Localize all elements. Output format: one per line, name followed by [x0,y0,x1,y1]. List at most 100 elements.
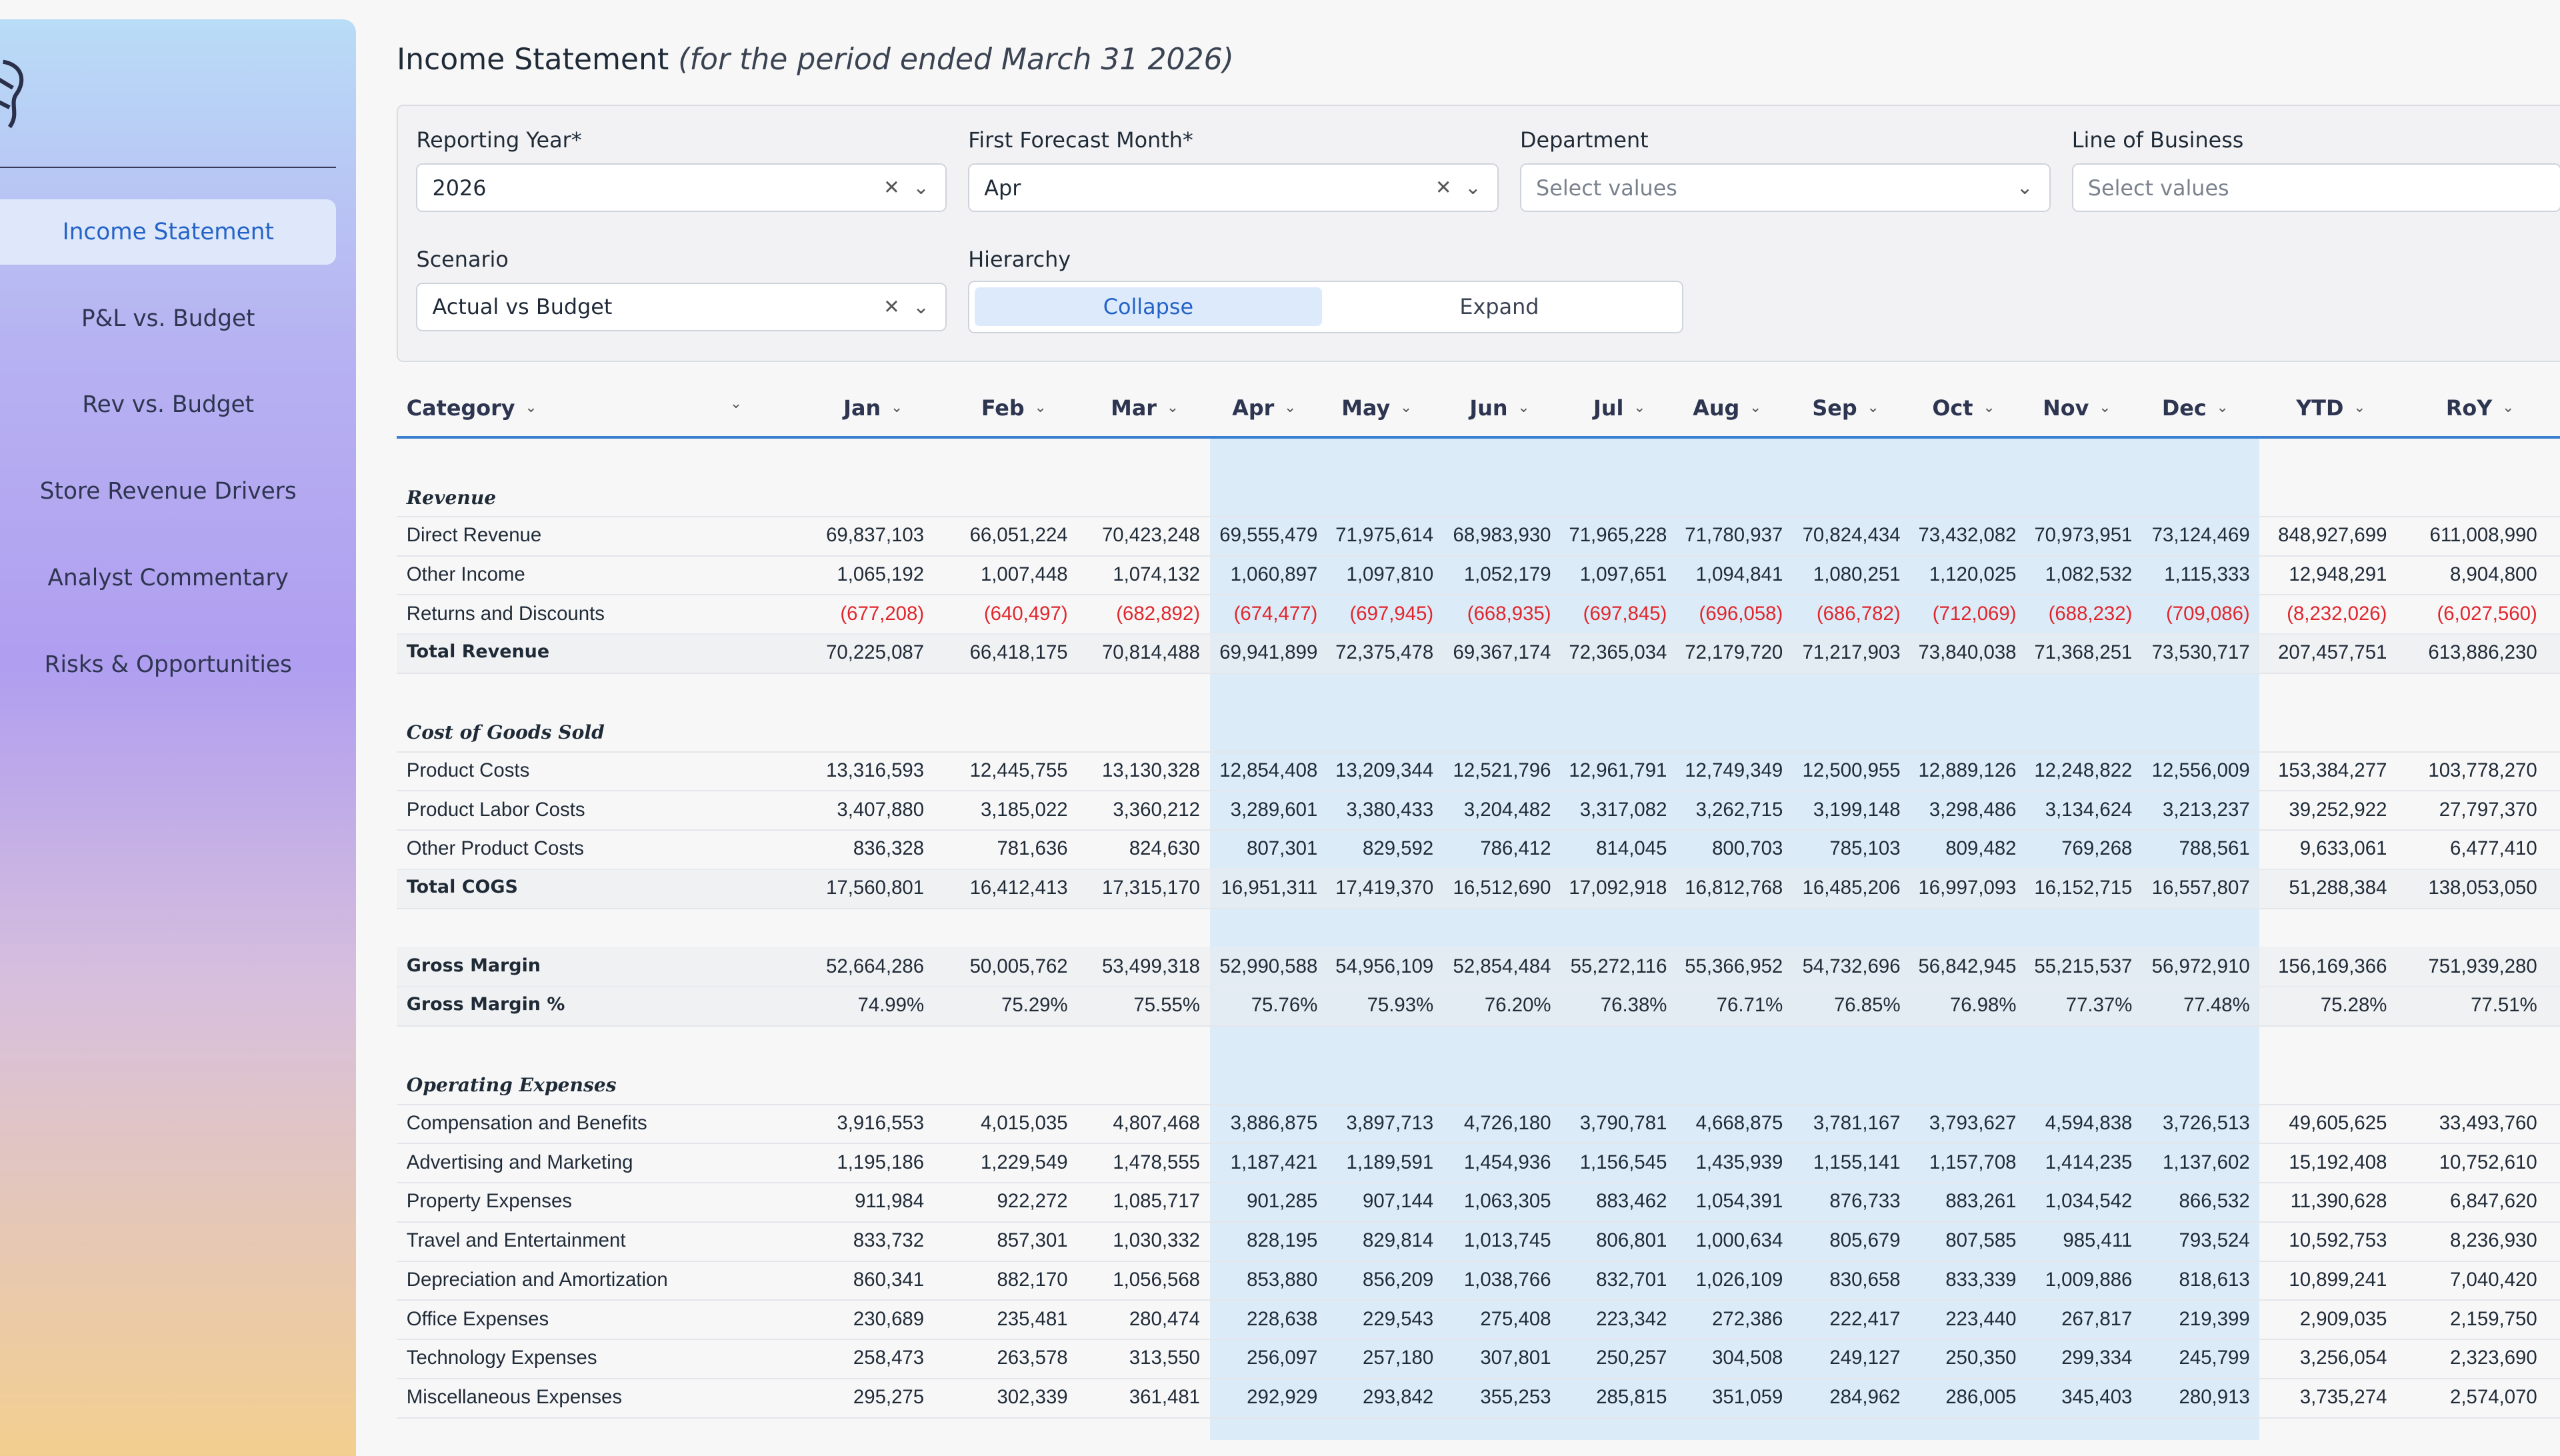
line-of-business-select[interactable]: Select values [2071,163,2560,213]
chevron-down-icon[interactable]: ⌄ [1465,176,1481,199]
department-select[interactable]: Select values ⌄ [1520,163,2051,213]
clear-icon[interactable]: ✕ [1435,176,1452,199]
header-roy[interactable]: RoY ⌄ [2446,395,2515,421]
reporting-year-select[interactable]: 2026 ✕ ⌄ [416,163,947,213]
table-row: Office Expenses 230,689 235,481 280,474 228,… [397,1299,2560,1341]
chevron-down-icon: ⌄ [2353,399,2366,417]
value-cell: 77.37% [2065,994,2133,1017]
value-cell: 15,192,408 [2289,1151,2387,1173]
value-cell: 72,365,034 [1569,641,1667,664]
value-cell: 922,272 [997,1190,1068,1213]
chevron-down-icon: ⌄ [1983,399,1995,417]
value-cell: 16,152,715 [2034,877,2133,899]
category-cell: Miscellaneous Expenses [406,1386,623,1409]
header-category[interactable]: Category ⌄ [407,395,537,421]
value-cell: 1,060,897 [1230,563,1318,585]
value-cell: 66,051,224 [969,524,1068,547]
header-may[interactable]: May ⌄ [1341,395,1412,421]
sidebar-item-rev-vs-budget[interactable]: Rev vs. Budget [82,391,255,419]
value-cell: 71,965,228 [1569,524,1667,547]
chevron-down-icon[interactable]: ⌄ [913,295,929,318]
category-cell: Gross Margin [406,955,541,976]
header-jun[interactable]: Jun ⌄ [1469,395,1529,421]
value-cell: 12,749,349 [1685,759,1783,781]
value-cell: 1,195,186 [837,1151,925,1173]
header-apr[interactable]: Apr ⌄ [1232,395,1296,421]
category-cell: Property Expenses [406,1190,572,1213]
value-cell: 1,414,235 [2045,1151,2133,1173]
value-cell: 1,030,332 [1113,1229,1200,1252]
chevron-down-icon: ⌄ [2099,399,2111,417]
chevron-down-icon[interactable]: ⌄ [729,395,743,412]
value-cell: 3,317,082 [1579,798,1667,821]
chevron-down-icon[interactable]: ⌄ [2016,176,2033,199]
value-cell: 788,561 [2179,837,2250,860]
value-cell: 3,199,148 [1813,798,1901,821]
header-oct[interactable]: Oct ⌄ [1932,395,1995,421]
value-cell: 103,778,270 [2428,759,2537,781]
value-cell: 3,897,713 [1346,1111,1434,1134]
value-cell: 10,592,753 [2289,1229,2387,1252]
value-cell: 138,053,050 [2428,877,2537,899]
section-header: Revenue [397,477,2560,517]
category-cell: Gross Margin % [406,994,565,1015]
sidebar-divider [0,166,337,169]
header-sep[interactable]: Sep ⌄ [1812,395,1879,421]
header-aug[interactable]: Aug ⌄ [1693,395,1761,421]
value-cell: 153,384,277 [2278,759,2387,781]
value-cell: 856,209 [1363,1268,1434,1291]
clear-icon[interactable]: ✕ [883,295,900,318]
header-mar[interactable]: Mar ⌄ [1111,395,1179,421]
value-cell: 3,360,212 [1113,798,1200,821]
category-cell: Revenue [406,486,497,509]
page-title: Income Statement (for the period ended M… [397,42,1234,77]
value-cell: 345,403 [2061,1386,2133,1409]
chevron-down-icon[interactable]: ⌄ [913,176,929,199]
sidebar-item-income-statement[interactable]: Income Statement [0,199,337,265]
header-feb[interactable]: Feb ⌄ [981,395,1047,421]
value-cell: 828,195 [1247,1229,1318,1252]
value-cell: 313,550 [1129,1347,1200,1369]
value-cell: 1,074,132 [1113,563,1200,585]
value-cell: 10,752,610 [2439,1151,2537,1173]
sidebar-item-risks-opportunities[interactable]: Risks & Opportunities [44,651,292,678]
value-cell: 8,236,930 [2450,1229,2537,1252]
value-cell: 70,814,488 [1101,641,1200,664]
value-cell: 71,217,903 [1802,641,1901,664]
value-cell: (686,782) [1816,602,1901,625]
value-cell: 77.48% [2183,994,2250,1017]
header-nov[interactable]: Nov ⌄ [2043,395,2111,421]
table-row: Depreciation and Amortization 860,341 882,… [397,1261,2560,1301]
value-cell: 3,289,601 [1230,798,1318,821]
header-dec[interactable]: Dec ⌄ [2162,395,2229,421]
value-cell: (697,845) [1583,602,1667,625]
category-cell: Other Income [406,563,525,585]
forecast-band [1209,437,2260,1440]
sidebar-item-analyst-commentary[interactable]: Analyst Commentary [47,564,289,591]
sidebar-item-p-l-vs-budget[interactable]: P&L vs. Budget [81,305,255,332]
value-cell: 1,155,141 [1813,1151,1901,1173]
section-header: Operating Expenses [397,1065,2560,1105]
header-label: Jul [1593,395,1624,421]
expand-button[interactable]: Expand [1459,293,1539,319]
header-jan[interactable]: Jan ⌄ [843,395,903,421]
collapse-button[interactable]: Collapse [974,287,1323,327]
value-cell: 3,781,167 [1813,1111,1901,1134]
value-cell: 72,375,478 [1335,641,1434,664]
chevron-down-icon: ⌄ [1034,399,1047,417]
value-cell: 230,689 [853,1307,925,1330]
chevron-down-icon: ⌄ [1867,399,1879,417]
header-label: May [1341,395,1391,421]
header-jul[interactable]: Jul ⌄ [1593,395,1646,421]
value-cell: 228,638 [1247,1307,1318,1330]
value-cell: 56,842,945 [1918,955,2017,977]
category-cell: Compensation and Benefits [406,1111,647,1134]
scenario-select[interactable]: Actual vs Budget ✕ ⌄ [416,282,947,332]
value-cell: 55,366,952 [1685,955,1783,977]
value-cell: 8,904,800 [2450,563,2537,585]
first-forecast-month-select[interactable]: Apr ✕ ⌄ [968,163,1499,213]
header-ytd[interactable]: YTD ⌄ [2296,395,2365,421]
value-cell: 285,815 [1596,1386,1667,1409]
clear-icon[interactable]: ✕ [883,176,900,199]
sidebar-item-store-revenue-drivers[interactable]: Store Revenue Drivers [39,478,297,505]
